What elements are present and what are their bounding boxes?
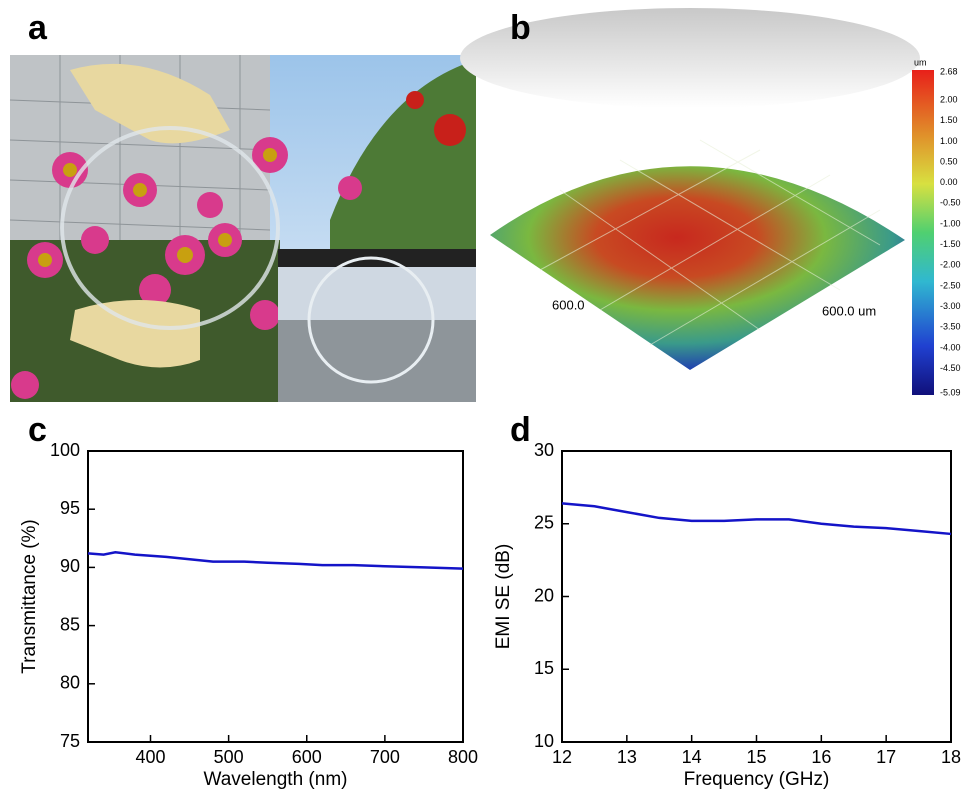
panel-label: b [510,9,531,47]
y-axis-label: Transmittance (%) [19,519,40,674]
colorbar-unit: um [914,57,927,67]
x-tick-label: 700 [370,747,400,767]
surface-axis-label: 600.0 [552,297,585,312]
x-tick-label: 14 [682,747,702,767]
colorbar-label: -1.50 [940,239,961,249]
y-tick-label: 100 [50,440,80,460]
x-tick-label: 13 [617,747,637,767]
x-axis-label: Frequency (GHz) [684,769,830,790]
plot-frame [87,450,464,743]
colorbar-label: -0.50 [940,198,961,208]
colorbar-label: 2.00 [940,94,958,104]
x-tick-label: 17 [876,747,896,767]
data-line [561,502,952,536]
x-tick-label: 400 [135,747,165,767]
colorbar-label: -3.50 [940,322,961,332]
plot-frame [561,450,952,743]
x-tick-label: 15 [746,747,766,767]
surface-plot [460,8,934,395]
panel-label: d [510,411,531,449]
colorbar-label: -1.00 [940,218,961,228]
y-tick-label: 80 [60,673,80,693]
y-tick-label: 85 [60,614,80,634]
panel-label: c [28,411,47,449]
x-tick-label: 800 [448,747,478,767]
y-tick-label: 75 [60,731,80,751]
colorbar-label: -5.09 [940,387,961,397]
colorbar-label: 1.00 [940,136,958,146]
x-tick-label: 500 [214,747,244,767]
y-tick-label: 10 [534,731,554,751]
y-tick-label: 95 [60,498,80,518]
colorbar-label: 0.50 [940,156,958,166]
colorbar-label: -4.50 [940,363,961,373]
y-tick-label: 15 [534,658,554,678]
panel-label: a [28,9,48,47]
x-tick-label: 12 [552,747,572,767]
y-axis-label: EMI SE (dB) [493,544,514,650]
x-tick-label: 18 [941,747,961,767]
x-axis-label: Wavelength (nm) [204,769,348,790]
colorbar-label: -2.50 [940,280,961,290]
data-line [87,551,464,570]
colorbar-label: -2.00 [940,260,961,270]
y-tick-label: 25 [534,513,554,533]
y-tick-label: 90 [60,556,80,576]
colorbar-label: 0.00 [940,177,958,187]
colorbar-label: 2.68 [940,66,958,76]
y-tick-label: 30 [534,440,554,460]
x-tick-label: 600 [292,747,322,767]
surface-axis-label: 600.0 um [822,303,876,318]
photo [9,55,476,402]
y-tick-label: 20 [534,585,554,605]
colorbar-label: 1.50 [940,115,958,125]
colorbar-label: -3.00 [940,301,961,311]
x-tick-label: 16 [811,747,831,767]
colorbar-label: -4.00 [940,342,961,352]
